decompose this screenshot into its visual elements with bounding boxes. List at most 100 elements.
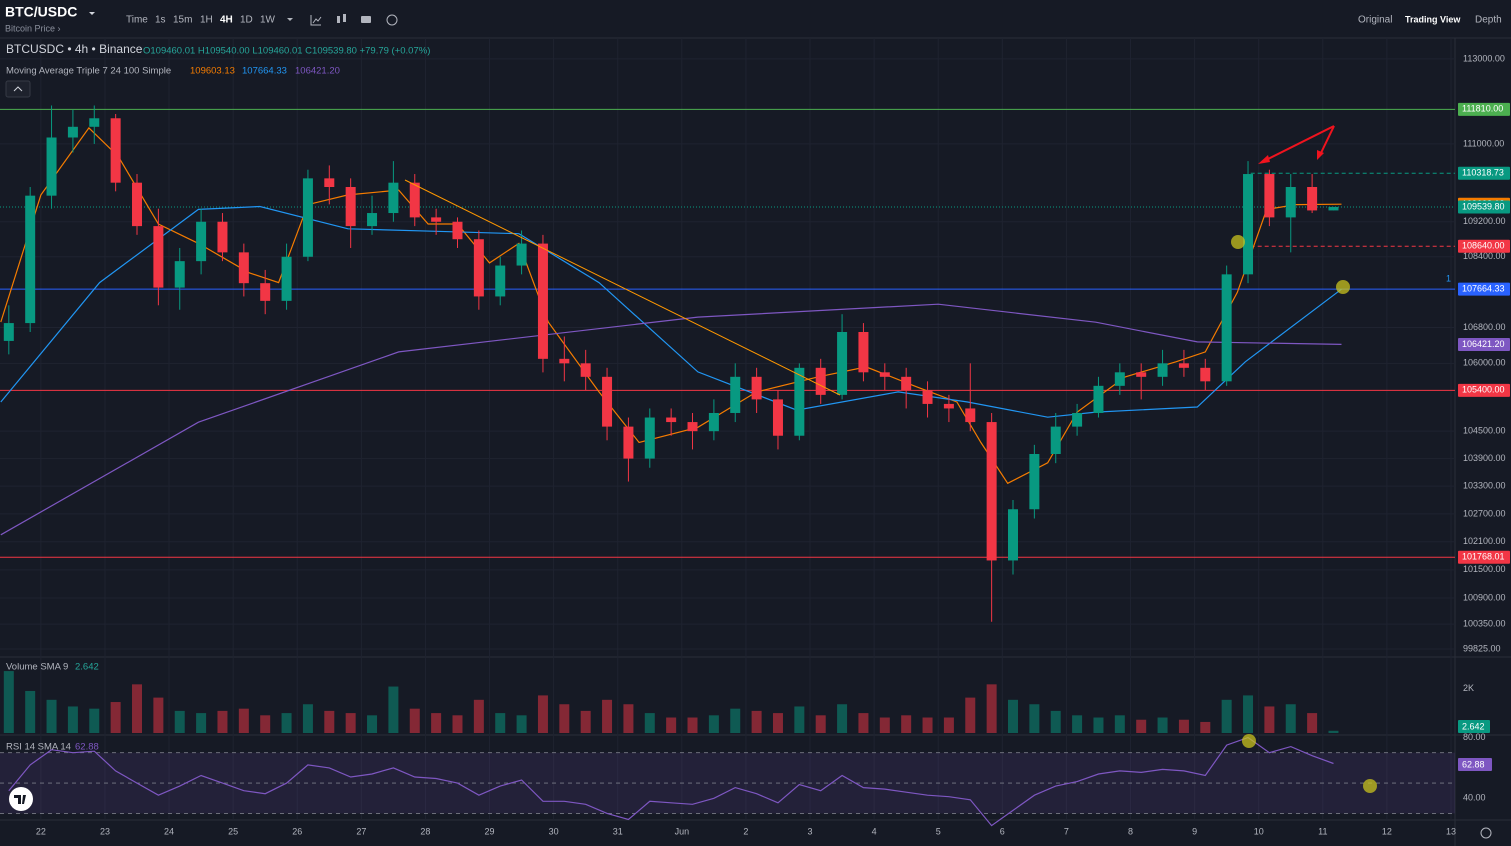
price-box bbox=[1458, 337, 1510, 351]
candle-body bbox=[238, 252, 249, 284]
dropdown-arrow[interactable] bbox=[89, 12, 95, 15]
volume-bar bbox=[367, 715, 378, 733]
volume-bar bbox=[345, 713, 356, 733]
volume-bar bbox=[1200, 721, 1211, 733]
interval[interactable]: Time bbox=[126, 15, 148, 26]
view-tab-active[interactable]: Trading View bbox=[1405, 14, 1461, 24]
view-tab[interactable]: Original bbox=[1358, 15, 1392, 26]
volume-bar bbox=[794, 706, 805, 733]
candle-body bbox=[580, 363, 591, 377]
volume-bar bbox=[901, 715, 912, 733]
x-tick-label: 29 bbox=[485, 826, 495, 836]
camera-icon[interactable] bbox=[361, 16, 371, 23]
more-intervals[interactable] bbox=[287, 18, 293, 21]
x-tick-label: 8 bbox=[1128, 826, 1133, 836]
add-icon[interactable] bbox=[386, 14, 398, 26]
volume-bar bbox=[3, 671, 14, 733]
volume-bar bbox=[46, 699, 57, 733]
interval[interactable]: 15m bbox=[173, 15, 192, 26]
y-tick-label: 106800.00 bbox=[1463, 322, 1506, 332]
price-box-label: 108640.00 bbox=[1462, 241, 1505, 251]
interval[interactable]: 1s bbox=[155, 15, 166, 26]
arrow-head bbox=[1258, 155, 1270, 164]
interval[interactable]: 1D bbox=[240, 15, 253, 26]
volume-bar bbox=[772, 713, 783, 733]
price-box-label: 101768.01 bbox=[1462, 552, 1505, 562]
candle-body bbox=[1050, 426, 1061, 454]
price-box-label: 110318.73 bbox=[1462, 168, 1504, 178]
candle-body bbox=[367, 213, 378, 227]
candle-body bbox=[1200, 367, 1211, 382]
logo-mark bbox=[14, 795, 26, 804]
candle-body bbox=[943, 403, 954, 409]
rsi-line bbox=[8, 736, 1334, 827]
x-tick-label: 6 bbox=[1000, 826, 1005, 836]
volume-bar bbox=[238, 708, 249, 733]
marker bbox=[1363, 779, 1377, 793]
volume-bar bbox=[431, 713, 442, 733]
candle-body bbox=[89, 118, 100, 127]
volume-bar bbox=[1029, 704, 1040, 733]
volume-bar bbox=[67, 706, 78, 733]
candle-body bbox=[602, 376, 613, 427]
arrow bbox=[1261, 125, 1335, 163]
candle-body bbox=[815, 367, 826, 395]
volume-bar bbox=[302, 704, 313, 733]
volume-bar bbox=[580, 710, 591, 733]
interval-active[interactable]: 4H bbox=[220, 15, 233, 26]
volume-bar bbox=[751, 710, 762, 733]
view-tab[interactable]: Depth bbox=[1475, 15, 1502, 26]
x-tick-label: 24 bbox=[164, 826, 174, 836]
interval[interactable]: 1H bbox=[200, 15, 213, 26]
volume-box bbox=[1458, 720, 1490, 733]
y-tick-label: 102700.00 bbox=[1463, 508, 1506, 518]
rsi-box bbox=[1458, 758, 1492, 771]
volume-bar bbox=[495, 713, 506, 733]
line-note: 1 bbox=[1446, 273, 1451, 283]
candle-body bbox=[794, 367, 805, 436]
volume-bar bbox=[879, 717, 890, 733]
collapse-button[interactable] bbox=[5, 80, 31, 98]
interval[interactable]: 1W bbox=[260, 15, 276, 26]
candle-body bbox=[1093, 385, 1104, 413]
candle-body bbox=[324, 178, 335, 188]
x-tick-label: 31 bbox=[613, 826, 623, 836]
x-tick-label: 4 bbox=[872, 826, 877, 836]
volume-bar bbox=[25, 690, 36, 733]
ma-value: 109603.13 bbox=[190, 66, 235, 77]
candle-body bbox=[1072, 412, 1083, 427]
candle-body bbox=[1007, 509, 1018, 561]
candle-body bbox=[153, 226, 164, 288]
volume-bar bbox=[132, 684, 143, 733]
chart-type-icon[interactable] bbox=[337, 16, 340, 23]
candle-body bbox=[559, 358, 570, 364]
volume-bar bbox=[409, 708, 420, 733]
candle-body bbox=[388, 182, 399, 214]
volume-bar bbox=[986, 684, 997, 733]
price-box-label: 106421.20 bbox=[1462, 339, 1505, 349]
candle-body bbox=[46, 137, 57, 196]
volume-bar bbox=[837, 704, 848, 733]
candle-body bbox=[431, 217, 442, 222]
price-box-label: 109539.80 bbox=[1462, 201, 1505, 211]
candle-body bbox=[730, 376, 741, 413]
ma-line bbox=[0, 205, 1342, 418]
candle-body bbox=[965, 408, 976, 423]
subtitle[interactable]: Bitcoin Price › bbox=[5, 23, 61, 33]
volume-bar bbox=[1072, 715, 1083, 733]
volume-bar bbox=[260, 715, 271, 733]
ma-line bbox=[0, 126, 1342, 485]
candle-body bbox=[196, 221, 207, 262]
indicator-icon[interactable] bbox=[310, 15, 322, 26]
price-box bbox=[1458, 166, 1510, 180]
x-tick-label: 3 bbox=[808, 826, 813, 836]
settings-icon[interactable] bbox=[1480, 827, 1492, 839]
volume-bar bbox=[89, 708, 100, 733]
volume-title: Volume SMA 9 bbox=[6, 662, 68, 673]
price-box bbox=[1458, 383, 1510, 397]
candle-body bbox=[409, 182, 420, 218]
symbol[interactable]: BTC/USDC bbox=[5, 4, 77, 20]
candle-body bbox=[516, 243, 527, 266]
volume-bar bbox=[623, 704, 634, 733]
